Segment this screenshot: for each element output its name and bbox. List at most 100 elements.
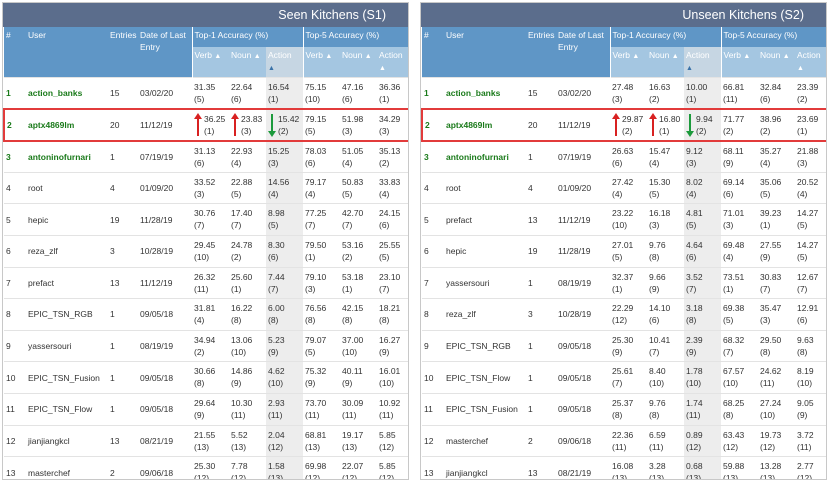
cell-text: root — [446, 183, 461, 194]
user-cell[interactable]: root — [26, 171, 108, 204]
score-rank: (6) — [760, 94, 771, 104]
score-cell-n5: 19.17 (13) — [340, 424, 377, 457]
score-cell-n5: 51.98 (3) — [340, 108, 377, 142]
user-cell[interactable]: jianjiangkcl — [26, 424, 108, 457]
user-cell[interactable]: yassersouri — [26, 329, 108, 362]
score-cell-v5: 73.51 (1) — [721, 266, 758, 299]
user-cell[interactable]: hepic — [444, 234, 526, 268]
score-rank: (4) — [686, 188, 697, 199]
score-rank: (4) — [342, 157, 353, 168]
score-value: 12.67 — [797, 271, 819, 282]
user-cell[interactable]: action_banks — [26, 77, 108, 110]
score-rank: (9) — [686, 346, 697, 357]
entries-cell: 1 — [526, 329, 556, 362]
user-cell[interactable]: reza_zlf — [444, 298, 526, 331]
user-cell[interactable]: antoninofurnari — [444, 140, 526, 173]
sort-top5-noun[interactable]: Noun ▲ — [340, 47, 377, 78]
score-value: 8.98 — [268, 208, 285, 219]
score-cell-a1: 4.62 (10) — [266, 361, 303, 394]
score-value: 15.25 — [268, 145, 290, 156]
sort-top5-verb[interactable]: Verb ▲ — [302, 47, 340, 78]
sort-top5-action[interactable]: Action ▲ — [377, 47, 408, 78]
score-rank: (3) — [760, 315, 771, 326]
score-value: 27.48 — [612, 82, 634, 92]
score-cell-v1: 23.22 (10) — [610, 203, 647, 236]
user-cell[interactable]: hepic — [26, 203, 108, 236]
score-cell-a1: 1.78 (10) — [684, 361, 721, 394]
score-rank: (13) — [760, 473, 776, 480]
score-rank: (1) — [797, 126, 808, 137]
score-value: 0.68 — [686, 461, 703, 472]
score-value: 73.51 — [723, 271, 745, 282]
sort-top1-action[interactable]: Action ▲ — [266, 47, 303, 78]
sort-top5-noun[interactable]: Noun ▲ — [758, 47, 795, 78]
score-cell-a1: 9.12 (3) — [684, 140, 721, 173]
user-cell[interactable]: EPIC_TSN_Flow — [444, 361, 526, 394]
date-cell: 08/19/19 — [138, 329, 192, 362]
user-cell[interactable]: reza_zlf — [26, 234, 108, 268]
user-cell[interactable]: aptx4869lm — [444, 108, 526, 142]
score-rank: (4) — [379, 188, 390, 199]
score-value: 27.42 — [612, 176, 634, 187]
score-value: 29.50 — [760, 334, 782, 345]
score-rank: (12) — [194, 473, 210, 480]
score-rank: (1) — [231, 283, 242, 294]
score-cell-v1: 29.45 (10) — [192, 234, 229, 268]
cell-text: 11/12/19 — [140, 119, 173, 130]
user-cell[interactable]: EPIC_TSN_RGB — [26, 298, 108, 331]
user-cell[interactable]: EPIC_TSN_Flow — [26, 392, 108, 426]
cell-text: 11 — [424, 404, 433, 415]
table-row: 5 prefact 13 11/12/19 23.22 (10) 16.18 (3) 4.81(… — [422, 203, 826, 236]
cell-text: 11/12/19 — [140, 277, 173, 288]
sort-top1-action[interactable]: Action ▲ — [684, 47, 721, 78]
user-cell[interactable]: masterchef — [26, 456, 108, 479]
col-label: Noun — [649, 50, 670, 60]
score-rank: (9) — [194, 409, 205, 420]
sort-top5-action[interactable]: Action ▲ — [795, 47, 826, 78]
score-value: 42.70 — [342, 208, 364, 219]
entries-cell: 19 — [526, 234, 556, 268]
user-cell[interactable]: prefact — [444, 203, 526, 236]
sort-top5-verb[interactable]: Verb ▲ — [720, 47, 758, 78]
score-cell-v1: 27.48 (3) — [610, 77, 647, 110]
sort-top1-verb[interactable]: Verb ▲ — [609, 47, 647, 78]
user-cell[interactable]: masterchef — [444, 424, 526, 457]
score-cell-v5: 75.15 (10) — [303, 77, 340, 110]
user-cell[interactable]: EPIC_TSN_Fusion — [26, 361, 108, 394]
score-rank: (7) — [194, 220, 205, 231]
sort-top1-noun[interactable]: Noun ▲ — [647, 47, 684, 78]
user-cell[interactable]: antoninofurnari — [26, 140, 108, 173]
arrow-up-icon — [194, 113, 203, 137]
cell-text: 1 — [110, 151, 115, 162]
cell-text: 9 — [424, 341, 429, 352]
sort-top1-verb[interactable]: Verb ▲ — [191, 47, 229, 78]
cell-text: 19 — [110, 214, 120, 225]
user-cell[interactable]: EPIC_TSN_RGB — [444, 329, 526, 362]
user-cell[interactable]: jianjiangkcl — [444, 456, 526, 479]
score-rank: (11) — [342, 409, 357, 420]
score-cell-n1: 9.76 (8) — [647, 234, 684, 268]
user-cell[interactable]: yassersouri — [444, 266, 526, 299]
sort-top1-noun[interactable]: Noun ▲ — [229, 47, 266, 78]
score-value: 29.64 — [194, 397, 216, 408]
score-rank: (3) — [305, 283, 316, 294]
score-value: 10.00 — [686, 82, 708, 92]
score-value: 47.16 — [342, 82, 364, 92]
score-rank: (13) — [305, 441, 321, 452]
user-cell[interactable]: prefact — [26, 266, 108, 299]
cell-text: 5 — [6, 214, 11, 225]
score-cell-a1: 0.68 (13) — [684, 456, 721, 479]
score-cell-a1: 5.23 (9) — [266, 329, 303, 362]
score-cell-v5: 79.10 (3) — [303, 266, 340, 299]
sort-ascending-icon: ▲ — [797, 65, 804, 72]
user-cell[interactable]: aptx4869lm — [26, 108, 108, 142]
score-rank: (5) — [649, 188, 660, 199]
user-cell[interactable]: root — [444, 171, 526, 204]
user-cell[interactable]: EPIC_TSN_Fusion — [444, 392, 526, 426]
score-value: 71.77 — [723, 114, 745, 125]
score-rank: (5) — [686, 220, 697, 231]
entries-cell: 15 — [526, 77, 556, 110]
score-cell-v1: 30.76 (7) — [192, 203, 229, 236]
score-rank: (12) — [342, 473, 358, 480]
user-cell[interactable]: action_banks — [444, 77, 526, 110]
